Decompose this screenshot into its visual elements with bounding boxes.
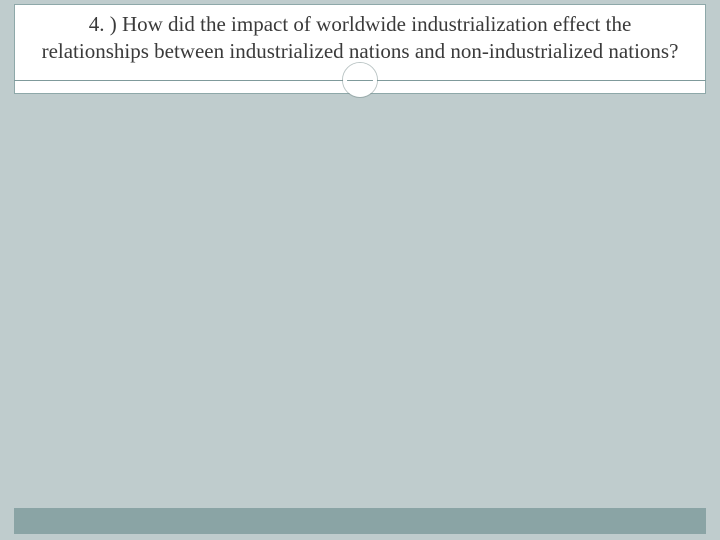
circle-ornament-icon [343, 63, 377, 97]
footer-accent-bar [14, 508, 706, 534]
slide-title: 4. ) How did the impact of worldwide ind… [15, 5, 705, 66]
content-body-area [14, 94, 706, 506]
